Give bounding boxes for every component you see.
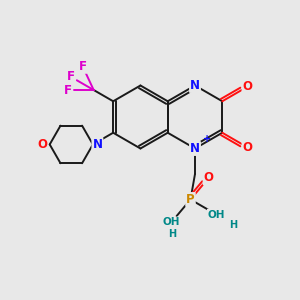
Text: OH: OH bbox=[208, 209, 225, 220]
Text: P: P bbox=[186, 193, 195, 206]
Text: O: O bbox=[37, 138, 47, 151]
Text: OH: OH bbox=[163, 218, 180, 227]
Text: F: F bbox=[67, 70, 75, 83]
Text: H: H bbox=[168, 229, 176, 239]
Text: +: + bbox=[203, 134, 211, 144]
Text: O: O bbox=[242, 80, 253, 93]
Text: N: N bbox=[190, 79, 200, 92]
Text: N: N bbox=[92, 138, 102, 151]
Text: H: H bbox=[229, 220, 237, 230]
Text: N: N bbox=[190, 142, 200, 155]
Text: O: O bbox=[204, 171, 214, 184]
Text: F: F bbox=[79, 60, 87, 73]
Text: F: F bbox=[64, 83, 72, 97]
Text: O: O bbox=[242, 141, 253, 154]
